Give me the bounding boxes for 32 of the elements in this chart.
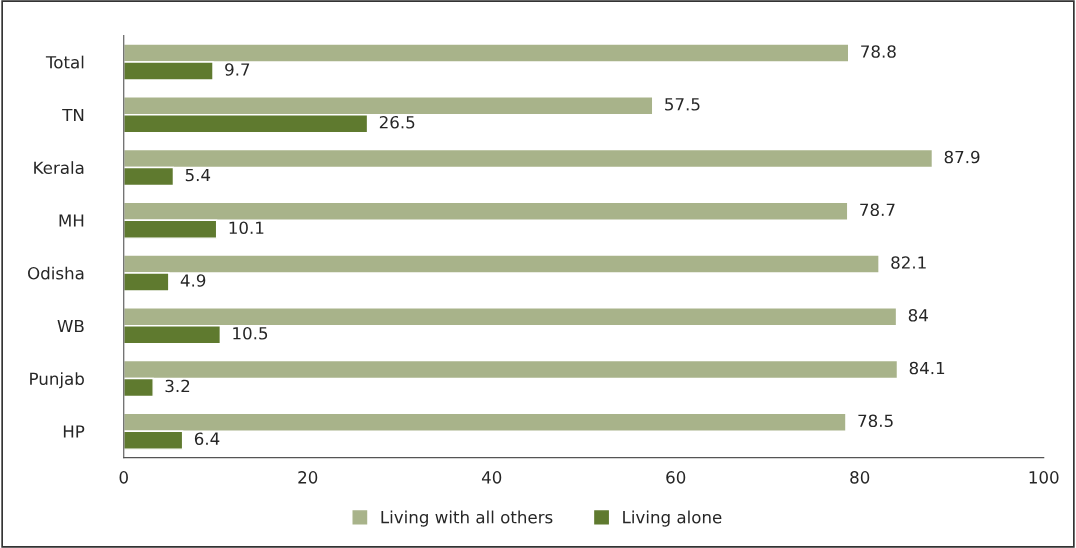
data-label: 9.7 — [225, 63, 250, 76]
data-label: 6.4 — [194, 432, 220, 446]
y-tick-label: HP — [63, 425, 85, 438]
y-tick-label: Odisha — [28, 266, 84, 280]
data-label: 82.1 — [891, 256, 926, 269]
legend-label: Living alone — [623, 510, 722, 527]
y-tick-label: Kerala — [34, 161, 84, 175]
data-label: 78.5 — [858, 414, 893, 428]
x-tick-label: 0 — [119, 471, 128, 484]
data-label: 5.4 — [185, 168, 211, 182]
y-tick-label: TN — [62, 108, 84, 122]
data-label: 10.1 — [229, 221, 264, 235]
data-label: 10.5 — [233, 326, 268, 340]
x-tick-label: 80 — [850, 471, 870, 484]
data-label: 78.8 — [861, 45, 896, 58]
data-label: 87.9 — [944, 150, 980, 164]
y-tick-label: Punjab — [30, 372, 84, 389]
x-tick-label: 100 — [1029, 471, 1059, 484]
data-label: 57.5 — [665, 98, 700, 111]
legend-label: Living with all others — [381, 510, 553, 527]
x-tick-label: 20 — [298, 471, 318, 484]
data-label: 26.5 — [379, 115, 415, 129]
x-tick-label: 40 — [481, 471, 502, 484]
data-label: 84.1 — [909, 361, 945, 375]
y-tick-label: MH — [59, 214, 84, 227]
y-tick-label: WB — [57, 319, 84, 333]
y-tick-label: Total — [45, 55, 84, 69]
data-label: 4.9 — [180, 274, 206, 287]
x-tick-label: 60 — [666, 471, 686, 484]
data-label: 3.2 — [165, 379, 190, 393]
data-label: 84 — [908, 308, 928, 322]
data-label: 78.7 — [860, 203, 895, 217]
